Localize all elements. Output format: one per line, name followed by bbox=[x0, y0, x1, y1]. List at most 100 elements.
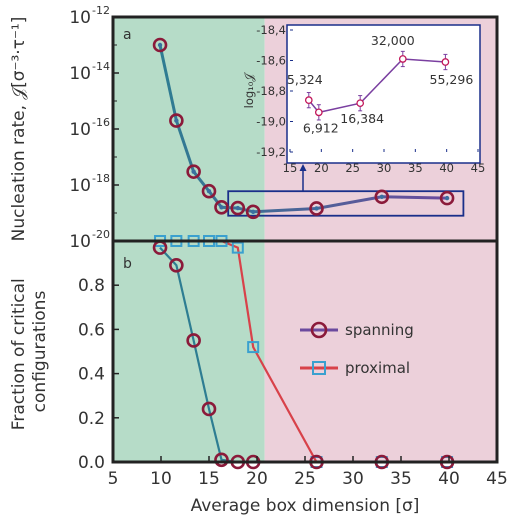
x-tick-label: 45 bbox=[486, 469, 508, 489]
panel-a-data-point-core bbox=[174, 118, 179, 123]
panel-b-y-tick-label: 0.0 bbox=[78, 453, 105, 473]
panel-a-data-point-core bbox=[219, 205, 224, 210]
panel-a-data-point bbox=[309, 201, 324, 216]
data-point-proximal bbox=[247, 341, 260, 354]
panel-a-data-point-core bbox=[157, 42, 163, 48]
panel-b-y-tick-label: 0.4 bbox=[78, 365, 105, 385]
panel-a-letter: a bbox=[123, 27, 132, 43]
panel-a-data-point bbox=[201, 183, 217, 199]
panel-b-x-axis: 5 10 15 20 25 30 35 40 45 bbox=[108, 456, 508, 489]
panel-a-series-line bbox=[158, 44, 448, 214]
panel-a-y-tick-label: 10 bbox=[69, 8, 91, 28]
legend-marker-proximal bbox=[312, 361, 326, 375]
inset-x-tick-label: 40 bbox=[439, 161, 454, 175]
data-point-proximal bbox=[231, 241, 244, 254]
inset-x-tick-label: 15 bbox=[283, 161, 298, 175]
panel-a-data-point-core bbox=[444, 195, 450, 201]
inset-point-label: 32,000 bbox=[371, 33, 415, 48]
inset-frame bbox=[286, 24, 481, 164]
panel-a-data-point bbox=[245, 204, 261, 220]
data-point-spanning bbox=[186, 333, 201, 348]
x-tick-label: 30 bbox=[342, 469, 364, 489]
x-tick-label: 5 bbox=[108, 469, 119, 489]
panel-a-y-tick-label: 10 bbox=[69, 232, 91, 252]
x-tick-label: 20 bbox=[246, 469, 268, 489]
inset-y-tick-label: -18,8 bbox=[256, 84, 286, 98]
panel-b-y-tick-label: 0.2 bbox=[78, 409, 105, 429]
panel-a-data-point bbox=[230, 200, 246, 216]
panel-a-data-point-core bbox=[191, 169, 196, 174]
inset-point-label: 55,296 bbox=[430, 72, 474, 87]
panel-b-background bbox=[113, 241, 497, 462]
x-tick-label: 15 bbox=[198, 469, 220, 489]
panel-a-y-tick-exponent: -18 bbox=[92, 172, 110, 185]
inset-x-tick-label: 20 bbox=[314, 161, 329, 175]
data-point-spanning bbox=[201, 401, 217, 417]
panel-a-y-tick-exponent: -16 bbox=[92, 116, 110, 129]
inset-x-tick-label: 25 bbox=[345, 161, 360, 175]
inset-x-tick-label: 30 bbox=[377, 161, 392, 175]
panel-b-y-label-line-1: Fraction of critical bbox=[9, 278, 29, 430]
inset-data-point bbox=[356, 99, 365, 108]
panel-a-data-point bbox=[169, 113, 184, 128]
inset-y-tick-label: -19,0 bbox=[256, 115, 286, 129]
legend-label-proximal: proximal bbox=[345, 359, 410, 377]
panel-a-data-point bbox=[374, 189, 390, 205]
inset-y-tick-label: -18,6 bbox=[256, 54, 286, 68]
inset-point-label: 6,912 bbox=[303, 120, 339, 135]
inset-y-axis-label: log₁₀𝒥 bbox=[242, 71, 256, 109]
x-tick-label: 10 bbox=[150, 469, 172, 489]
panel-a-data-point-core bbox=[250, 209, 256, 215]
inset-link-arrowhead bbox=[299, 164, 307, 171]
panel-b-letter: b bbox=[123, 256, 132, 272]
panel-b-y-axis-label: Fraction of critical configurations bbox=[9, 273, 50, 430]
x-tick-label: 35 bbox=[390, 469, 412, 489]
panel-b-y-label-line-2: configurations bbox=[30, 291, 50, 413]
panel-a-region-1 bbox=[113, 17, 265, 241]
panel-a-data-point bbox=[214, 199, 229, 215]
panel-a-data-point bbox=[439, 190, 455, 206]
inset-data-point bbox=[398, 55, 407, 63]
panel-a-series bbox=[152, 37, 455, 220]
highlight-box bbox=[227, 190, 465, 217]
inset-x-tick-label: 45 bbox=[471, 161, 486, 175]
panel-a-y-axis-label: Nucleation rate, 𝒥[σ⁻³·τ⁻¹] bbox=[9, 17, 29, 242]
inset-data-point bbox=[304, 96, 313, 105]
data-point-spanning bbox=[169, 258, 184, 273]
panel-b-y-axis: 0.0 0.2 0.4 0.6 0.8 bbox=[78, 276, 119, 473]
x-axis-label: Average box dimension [σ] bbox=[191, 496, 420, 516]
panel-a-y-tick-label: 10 bbox=[69, 176, 91, 196]
panel-a-data-point-core bbox=[235, 205, 240, 211]
legend-label-spanning: spanning bbox=[345, 321, 414, 339]
panel-a-data-point-core bbox=[206, 189, 212, 194]
inset-x-tick-label: 35 bbox=[408, 161, 423, 175]
legend: spanning proximal bbox=[300, 321, 414, 377]
panel-a-data-point bbox=[152, 37, 168, 53]
panel-a-data-point bbox=[186, 164, 201, 179]
inset-background bbox=[287, 25, 480, 163]
inset-point-label: 5,324 bbox=[287, 72, 323, 87]
panel-b-region-2 bbox=[264, 241, 497, 462]
panel-a-y-tick-label: 10 bbox=[69, 64, 91, 84]
panel-b-region-1 bbox=[113, 241, 265, 462]
inset-y-tick-label: -19,2 bbox=[256, 145, 286, 159]
x-tick-label: 25 bbox=[294, 469, 316, 489]
panel-a-data-point-core bbox=[379, 194, 384, 199]
inset-data-point bbox=[314, 108, 323, 117]
legend-marker-spanning bbox=[310, 321, 328, 339]
inset-point-label: 16,384 bbox=[340, 111, 384, 126]
inset-chart: 15 20 25 30 35 40 45 -18,4 -18,6 -18,8 -19,0 -19,2 l… bbox=[242, 23, 485, 175]
panel-b-y-tick-label: 0.6 bbox=[78, 320, 105, 340]
panel-a-y-tick-exponent: -20 bbox=[92, 228, 110, 241]
x-tick-label: 40 bbox=[438, 469, 460, 489]
inset-data-point bbox=[441, 58, 450, 66]
panel-a-y-tick-exponent: -12 bbox=[92, 4, 110, 17]
panel-b-y-tick-label: 0.8 bbox=[78, 276, 105, 296]
panel-a-y-tick-exponent: -14 bbox=[92, 60, 110, 73]
panel-a-y-tick-label: 10 bbox=[69, 120, 91, 140]
inset-y-tick-label: -18,4 bbox=[256, 23, 286, 37]
panel-b: 0.0 0.2 0.4 0.6 0.8 5 10 15 20 25 30 35 40 45 b Frac… bbox=[9, 235, 508, 489]
